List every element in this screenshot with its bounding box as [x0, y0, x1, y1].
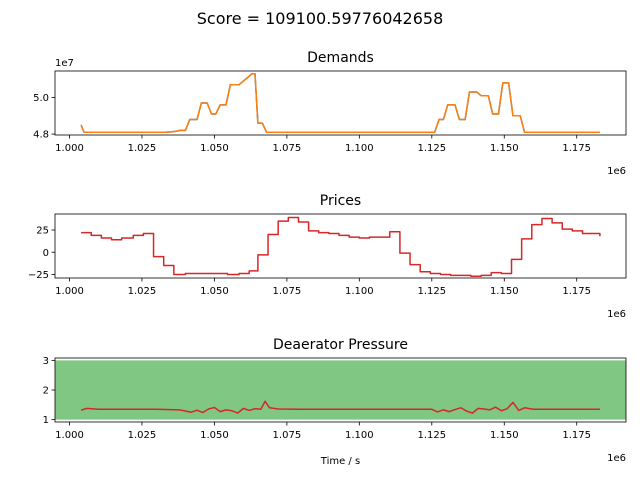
- demands-axes: Demands 1.000 1.025 1.050 1.075 1.100 1.125 1.1…: [33, 50, 627, 177]
- chart-1-xtick-label: 1.100: [345, 286, 374, 297]
- chart-0-ytick-label: 4.8: [33, 130, 49, 141]
- chart-2-xtick-label: 1.100: [345, 430, 374, 441]
- chart-1-x-multiplier: 1e6: [607, 309, 626, 320]
- chart-0-ytick-label: 5.0: [33, 93, 49, 104]
- chart-0-xtick-label: 1.175: [562, 143, 591, 154]
- chart-1-xtick-label: 1.125: [417, 286, 446, 297]
- chart-0-xtick-label: 1.025: [128, 143, 157, 154]
- chart-1-ytick-label: −25: [28, 270, 49, 281]
- chart-2-x-multiplier: 1e6: [607, 453, 626, 464]
- chart-2-ytick-label: 1: [43, 415, 49, 426]
- chart-2-ytick-label: 3: [43, 356, 49, 367]
- chart-0-y-multiplier: 1e7: [55, 58, 74, 69]
- chart-2-xtick-label: 1.000: [55, 430, 84, 441]
- chart-2-xlabel: Time / s: [320, 456, 360, 467]
- chart-0-xtick-label: 1.125: [417, 143, 446, 154]
- deaerator-pressure-axes: Deaerator Pressure 1.000 1.025 1.050 1.075 1.…: [43, 337, 627, 467]
- chart-0-frame: [54, 70, 627, 136]
- prices-axes: Prices 1.000 1.025 1.050 1.075 1.100 1.125 1.15…: [28, 193, 627, 320]
- chart-0-xtick-label: 1.150: [490, 143, 519, 154]
- chart-1-xtick-label: 1.000: [55, 286, 84, 297]
- chart-0-x-multiplier: 1e6: [607, 166, 626, 177]
- chart-1-frame: [54, 213, 627, 279]
- chart-1-xtick-label: 1.175: [562, 286, 591, 297]
- figure-suptitle: Score = 109100.59776042658: [197, 9, 444, 28]
- chart-0-xtick-label: 1.050: [200, 143, 229, 154]
- chart-2-band: [55, 360, 626, 420]
- chart-2-xtick-label: 1.050: [200, 430, 229, 441]
- chart-1-xtick-label: 1.025: [128, 286, 157, 297]
- chart-2-xtick-label: 1.175: [562, 430, 591, 441]
- chart-1-series-0-line: [81, 216, 601, 277]
- chart-0-xtick-label: 1.100: [345, 143, 374, 154]
- chart-0-title: Demands: [307, 50, 374, 66]
- chart-2-series-0-line: [80, 400, 600, 414]
- chart-2-xtick-label: 1.075: [273, 430, 302, 441]
- chart-2-xtick-label: 1.025: [128, 430, 157, 441]
- chart-1-xtick-label: 1.150: [490, 286, 519, 297]
- chart-1-xtick-label: 1.050: [200, 286, 229, 297]
- chart-1-title: Prices: [320, 193, 361, 209]
- chart-1-ytick-label: 0: [43, 248, 49, 259]
- chart-1-xtick-label: 1.075: [273, 286, 302, 297]
- chart-2-ytick-label: 2: [43, 386, 49, 397]
- chart-0-xtick-label: 1.000: [55, 143, 84, 154]
- chart-2-xtick-label: 1.125: [417, 430, 446, 441]
- chart-2-title: Deaerator Pressure: [273, 337, 408, 353]
- chart-1-ytick-label: 25: [36, 226, 49, 237]
- chart-0-series-1-line: [80, 72, 600, 134]
- chart-0-xtick-label: 1.075: [273, 143, 302, 154]
- chart-2-xtick-label: 1.150: [490, 430, 519, 441]
